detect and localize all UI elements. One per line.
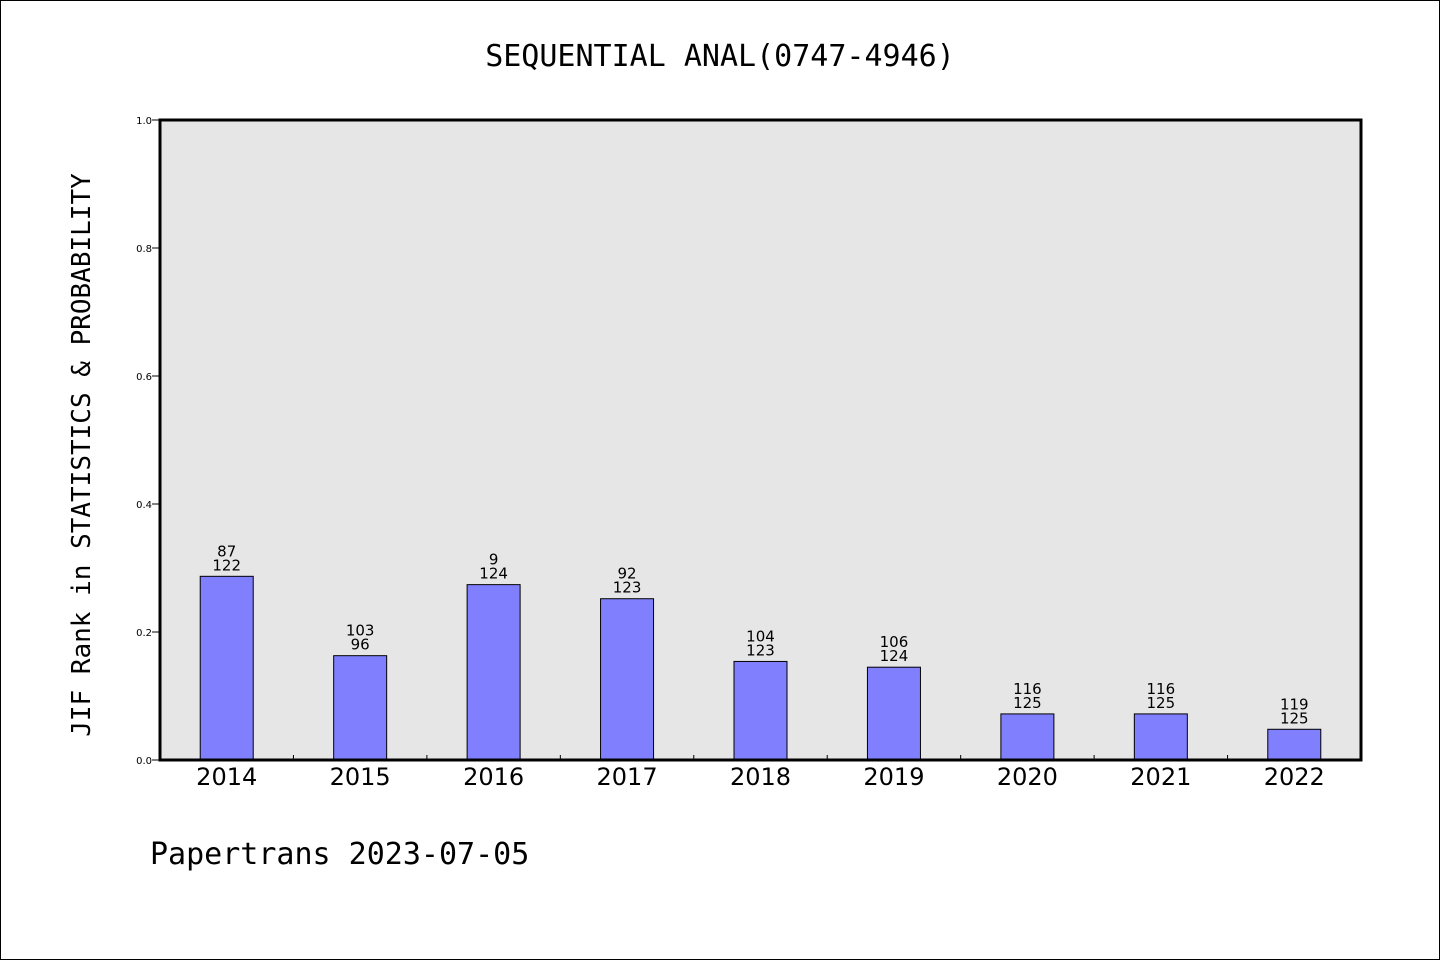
bar-label-total: 122 — [212, 556, 241, 574]
bar — [866, 666, 921, 761]
bar — [1133, 713, 1188, 761]
bar-label-rank: 116 — [1147, 680, 1176, 698]
bar-label-total: 124 — [479, 565, 508, 583]
bar-label-rank: 116 — [1013, 680, 1042, 698]
chart-title: SEQUENTIAL ANAL(0747-4946) — [485, 39, 955, 74]
plot-area — [160, 120, 1361, 760]
y-axis-label: JIF Rank in STATISTICS & PROBABILITY — [67, 173, 97, 737]
x-axis-ticks: 2014 2015 2016 2017 2018 2019 2020 2021 2022 — [196, 755, 1325, 791]
bar-label-total: 123 — [613, 579, 642, 597]
x-tick-label: 2015 — [330, 763, 391, 791]
bar-label-total: 125 — [1147, 694, 1176, 712]
bar-label-rank: 106 — [880, 633, 909, 651]
plot-border — [158, 118, 1363, 762]
bar-label-total: 125 — [1280, 709, 1309, 727]
bar-label-rank: 119 — [1280, 695, 1309, 713]
x-tick-label: 2021 — [1130, 763, 1191, 791]
bar-label-total: 125 — [1013, 694, 1042, 712]
x-tick-label: 2019 — [863, 763, 924, 791]
bar — [1000, 713, 1055, 761]
x-tick-label: 2020 — [997, 763, 1058, 791]
bar-label-rank: 9 — [489, 551, 499, 569]
y-tick-label: 0.0 — [136, 756, 152, 767]
x-tick-label: 2017 — [597, 763, 658, 791]
y-tick-label: 0.6 — [136, 372, 152, 383]
bar-label-rank: 104 — [746, 627, 775, 645]
bar — [733, 660, 788, 761]
y-tick-label: 0.8 — [136, 244, 152, 255]
bar — [600, 598, 655, 761]
x-tick-label: 2016 — [463, 763, 524, 791]
x-tick-label: 2018 — [730, 763, 791, 791]
y-axis-ticks: 0.0 0.2 0.4 0.6 0.8 1.0 — [136, 116, 160, 767]
bar-label-rank: 92 — [618, 565, 637, 583]
bar-label-total: 124 — [880, 647, 909, 665]
bar-label-rank: 87 — [217, 542, 236, 560]
y-tick-label: 0.4 — [136, 500, 152, 511]
bars — [199, 575, 1322, 761]
bar — [199, 575, 254, 761]
bar-label-rank: 103 — [346, 622, 375, 640]
x-tick-label: 2022 — [1264, 763, 1325, 791]
bar — [333, 655, 388, 761]
bar — [466, 584, 521, 761]
y-tick-label: 1.0 — [136, 116, 152, 127]
bar — [1267, 728, 1322, 761]
bar-label-total: 96 — [351, 636, 370, 654]
footer-text: Papertrans 2023-07-05 — [150, 837, 529, 872]
bar-label-total: 123 — [746, 641, 775, 659]
y-tick-label: 0.2 — [136, 628, 152, 639]
x-tick-label: 2014 — [196, 763, 257, 791]
